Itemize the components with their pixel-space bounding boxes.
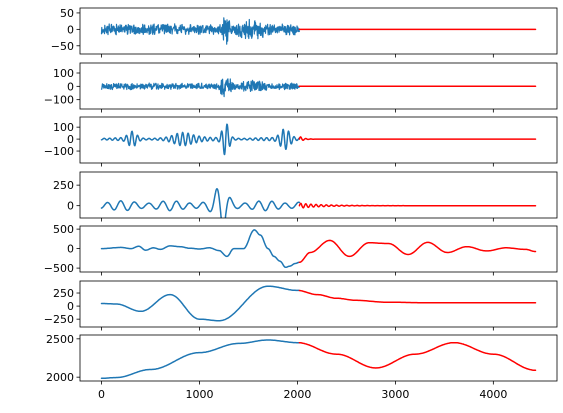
observed-series-line	[100, 339, 300, 380]
x-tick-label: 1000	[185, 388, 213, 401]
y-tick-label: 2500	[46, 333, 74, 346]
forecast-series-line	[298, 239, 537, 264]
forecast-series-line	[298, 289, 537, 304]
axes-frame	[79, 225, 558, 273]
forecast-series-line	[298, 202, 537, 209]
y-tick-label: −100	[44, 145, 74, 158]
axes-frame	[79, 7, 558, 55]
subplot-5: −500 0 500	[44, 223, 558, 276]
y-tick-label: 0	[67, 300, 74, 313]
y-tick-label: 100	[53, 121, 74, 134]
observed-series-line	[100, 17, 300, 45]
axes-frame	[79, 280, 558, 328]
y-tick-label: −500	[44, 262, 74, 275]
y-tick-label: 500	[53, 223, 74, 236]
subplot-1: −50 0 50	[51, 7, 558, 58]
y-tick-label: 250	[53, 179, 74, 192]
subplot-4: 0 250	[53, 171, 558, 222]
y-tick-label: 2000	[46, 371, 74, 384]
x-tick-label: 4000	[479, 388, 507, 401]
observed-series-line	[100, 78, 300, 98]
y-tick-label: −50	[51, 40, 74, 53]
y-tick-label: 250	[53, 287, 74, 300]
y-tick-label: −100	[44, 94, 74, 107]
y-tick-label: 0	[67, 200, 74, 213]
y-tick-label: −250	[44, 313, 74, 326]
observed-series-line	[100, 188, 301, 218]
x-tick-label: 2000	[283, 388, 311, 401]
y-tick-label: 50	[60, 7, 74, 20]
observed-series-line	[100, 229, 300, 269]
axes-frame	[79, 171, 558, 219]
y-tick-label: 0	[67, 243, 74, 256]
x-tick-label: 0	[98, 388, 105, 401]
y-tick-label: 0	[67, 80, 74, 93]
shared-x-axis: 0 1000 2000 3000 4000	[98, 388, 507, 401]
forecast-series-line	[298, 341, 537, 372]
observed-series-line	[100, 123, 301, 156]
forecast-series-line	[298, 136, 537, 141]
subplot-7: 2000 2500	[46, 333, 558, 385]
axes-frame	[79, 334, 558, 382]
y-tick-label: 100	[53, 67, 74, 80]
y-tick-label: 0	[67, 23, 74, 36]
x-tick-label: 3000	[381, 388, 409, 401]
y-tick-label: 0	[67, 133, 74, 146]
axes-frame	[79, 116, 558, 164]
observed-series-line	[100, 285, 300, 322]
